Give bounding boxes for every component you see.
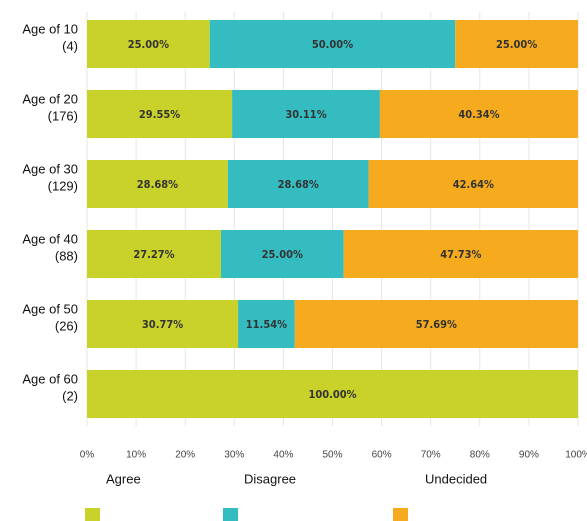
- category-label: (2): [62, 388, 78, 403]
- data-label: 27.27%: [133, 248, 174, 261]
- x-tick-label: 10%: [126, 450, 146, 461]
- category-label: Age of 10: [22, 21, 78, 36]
- x-tick-label: 0%: [80, 450, 95, 461]
- category-label: (26): [55, 318, 78, 333]
- data-label: 100.00%: [308, 388, 356, 401]
- category-label: Age of 40: [22, 231, 78, 246]
- x-tick-label: 100%: [565, 450, 587, 461]
- category-label: Age of 30: [22, 161, 78, 176]
- bar-segment: [209, 20, 456, 68]
- data-label: 40.34%: [458, 108, 499, 121]
- data-label: 28.68%: [137, 178, 178, 191]
- bar-segment: [87, 370, 578, 418]
- legend-swatch: [223, 508, 238, 521]
- data-label: 29.55%: [139, 108, 180, 121]
- x-tick-label: 90%: [519, 450, 539, 461]
- bar-segment: [87, 230, 221, 278]
- legend-label: Undecided: [425, 471, 487, 486]
- data-label: 47.73%: [440, 248, 481, 261]
- category-label: Age of 50: [22, 301, 78, 316]
- bar-segment: [379, 90, 578, 138]
- data-label: 57.69%: [416, 318, 457, 331]
- data-label: 25.00%: [128, 38, 169, 51]
- category-label: (4): [62, 38, 78, 53]
- data-label: 25.00%: [496, 38, 537, 51]
- x-tick-label: 80%: [470, 450, 490, 461]
- bar-segment: [87, 90, 233, 138]
- legend-swatch: [393, 508, 408, 521]
- x-tick-label: 20%: [175, 450, 195, 461]
- bar-segment: [343, 230, 578, 278]
- bar-segment: [87, 20, 210, 68]
- data-label: 30.77%: [142, 318, 183, 331]
- data-label: 50.00%: [312, 38, 353, 51]
- data-label: 25.00%: [262, 248, 303, 261]
- category-label: (176): [48, 108, 78, 123]
- legend-label: Agree: [106, 471, 141, 486]
- bar-segment: [294, 300, 578, 348]
- data-label: 42.64%: [453, 178, 494, 191]
- bar-segment: [87, 300, 239, 348]
- x-tick-label: 60%: [372, 450, 392, 461]
- data-label: 30.11%: [285, 108, 326, 121]
- bar-segment: [232, 90, 380, 138]
- legend-label: Disagree: [244, 471, 296, 486]
- bar-segment: [227, 160, 369, 208]
- bar-segment: [368, 160, 578, 208]
- legend-swatch: [85, 508, 100, 521]
- bar-segment: [87, 160, 228, 208]
- category-label: (88): [55, 248, 78, 263]
- bar-segment: [220, 230, 344, 278]
- data-label: 11.54%: [246, 318, 287, 331]
- category-label: (129): [48, 178, 78, 193]
- data-label: 28.68%: [278, 178, 319, 191]
- bar-segment: [455, 20, 578, 68]
- bar-segment: [238, 300, 295, 348]
- x-tick-label: 30%: [224, 450, 244, 461]
- category-label: Age of 20: [22, 91, 78, 106]
- x-tick-label: 50%: [322, 450, 342, 461]
- x-tick-label: 70%: [421, 450, 441, 461]
- category-label: Age of 60: [22, 371, 78, 386]
- x-tick-label: 40%: [273, 450, 293, 461]
